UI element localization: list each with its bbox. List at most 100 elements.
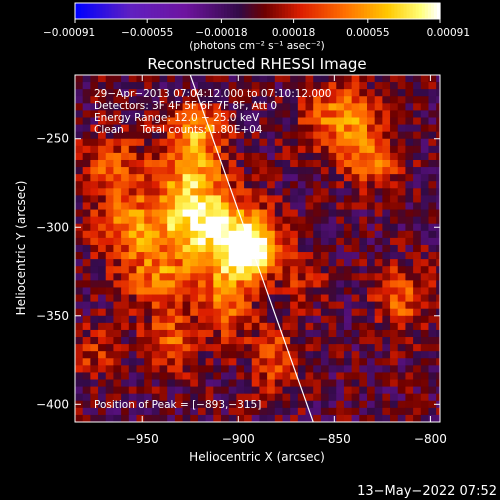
heatmap-cell	[128, 195, 137, 203]
heatmap-cell	[136, 230, 145, 239]
heatmap-cell	[113, 287, 122, 296]
heatmap-cell	[428, 188, 437, 196]
heatmap-cell	[197, 96, 207, 104]
colorbar-cell	[430, 3, 435, 19]
heatmap-cell	[436, 259, 440, 267]
heatmap-cell	[343, 294, 353, 303]
heatmap-cell	[367, 237, 376, 246]
heatmap-cell	[205, 308, 214, 317]
heatmap-cell	[259, 393, 268, 402]
colorbar-cell	[357, 3, 362, 19]
heatmap-cell	[136, 244, 145, 253]
heatmap-cell	[320, 259, 330, 267]
heatmap-cell	[236, 181, 245, 189]
heatmap-cell	[305, 365, 314, 373]
heatmap-cell	[90, 344, 99, 352]
heatmap-cell	[90, 110, 99, 118]
heatmap-cell	[136, 322, 145, 331]
heatmap-cell	[190, 379, 199, 388]
heatmap-cell	[197, 195, 207, 203]
heatmap-cell	[244, 273, 253, 281]
heatmap-cell	[159, 167, 168, 175]
colorbar-cell	[196, 3, 201, 19]
heatmap-cell	[320, 75, 330, 83]
heatmap-cell	[228, 266, 237, 274]
heatmap-cell	[167, 337, 176, 345]
heatmap-cell	[244, 131, 253, 140]
heatmap-cell	[236, 216, 245, 225]
heatmap-cell	[397, 202, 406, 211]
heatmap-cell	[382, 365, 391, 373]
heatmap-cell	[328, 273, 337, 281]
heatmap-cell	[267, 82, 276, 90]
heatmap-cell	[197, 365, 207, 373]
colorbar-cell	[111, 3, 116, 19]
colorbar-cell	[287, 3, 292, 19]
heatmap-cell	[390, 344, 399, 352]
heatmap-cell	[397, 393, 406, 402]
heatmap-cell	[359, 414, 368, 422]
heatmap-cell	[343, 351, 353, 359]
colorbar-cell	[141, 3, 146, 19]
heatmap-cell	[167, 131, 176, 140]
heatmap-cell	[151, 400, 161, 409]
heatmap-cell	[113, 414, 122, 422]
heatmap-cell	[75, 337, 84, 345]
heatmap-cell	[305, 230, 314, 239]
heatmap-cell	[305, 259, 314, 267]
heatmap-cell	[159, 379, 168, 388]
heatmap-cell	[413, 259, 422, 267]
heatmap-cell	[105, 351, 114, 359]
heatmap-cell	[297, 103, 307, 111]
heatmap-cell	[259, 252, 268, 260]
heatmap-cell	[98, 167, 107, 175]
heatmap-cell	[221, 89, 230, 97]
heatmap-cell	[274, 266, 283, 274]
heatmap-cell	[128, 138, 137, 147]
heatmap-cell	[320, 117, 330, 126]
heatmap-cell	[121, 82, 130, 90]
heatmap-cell	[374, 280, 383, 288]
heatmap-cell	[197, 337, 207, 345]
heatmap-cell	[390, 244, 399, 253]
heatmap-cell	[351, 358, 360, 366]
heatmap-cell	[328, 124, 337, 133]
heatmap-cell	[144, 223, 153, 232]
heatmap-cell	[190, 223, 199, 232]
heatmap-cell	[367, 344, 376, 352]
heatmap-cell	[236, 75, 245, 83]
heatmap-cell	[159, 181, 168, 189]
heatmap-cell	[359, 301, 368, 310]
heatmap-cell	[228, 138, 237, 147]
heatmap-cell	[259, 209, 268, 218]
heatmap-cell	[367, 167, 376, 175]
heatmap-cell	[305, 131, 314, 140]
heatmap-cell	[413, 167, 422, 175]
heatmap-cell	[267, 287, 276, 296]
colorbar-cell	[205, 3, 210, 19]
heatmap-cell	[351, 124, 360, 133]
heatmap-cell	[105, 82, 114, 90]
heatmap-cell	[159, 117, 168, 126]
heatmap-cell	[128, 230, 137, 239]
heatmap-cell	[205, 400, 214, 409]
heatmap-cell	[228, 202, 237, 211]
colorbar-unit-label: (photons cm⁻² s⁻¹ asec⁻²)	[189, 40, 324, 52]
heatmap-cell	[190, 117, 199, 126]
heatmap-cell	[128, 89, 137, 97]
heatmap-cell	[282, 393, 291, 402]
heatmap-cell	[98, 329, 107, 338]
heatmap-cell	[320, 407, 330, 416]
heatmap-cell	[205, 209, 214, 218]
heatmap-cell	[397, 407, 406, 416]
heatmap-cell	[205, 159, 214, 168]
heatmap-cell	[305, 344, 314, 352]
heatmap-cell	[367, 96, 376, 104]
heatmap-cell	[343, 287, 353, 296]
heatmap-cell	[259, 181, 268, 189]
heatmap-cell	[174, 294, 184, 303]
heatmap-cell	[397, 75, 406, 83]
heatmap-cell	[420, 252, 429, 260]
heatmap-cell	[274, 308, 283, 317]
heatmap-cell	[151, 365, 161, 373]
